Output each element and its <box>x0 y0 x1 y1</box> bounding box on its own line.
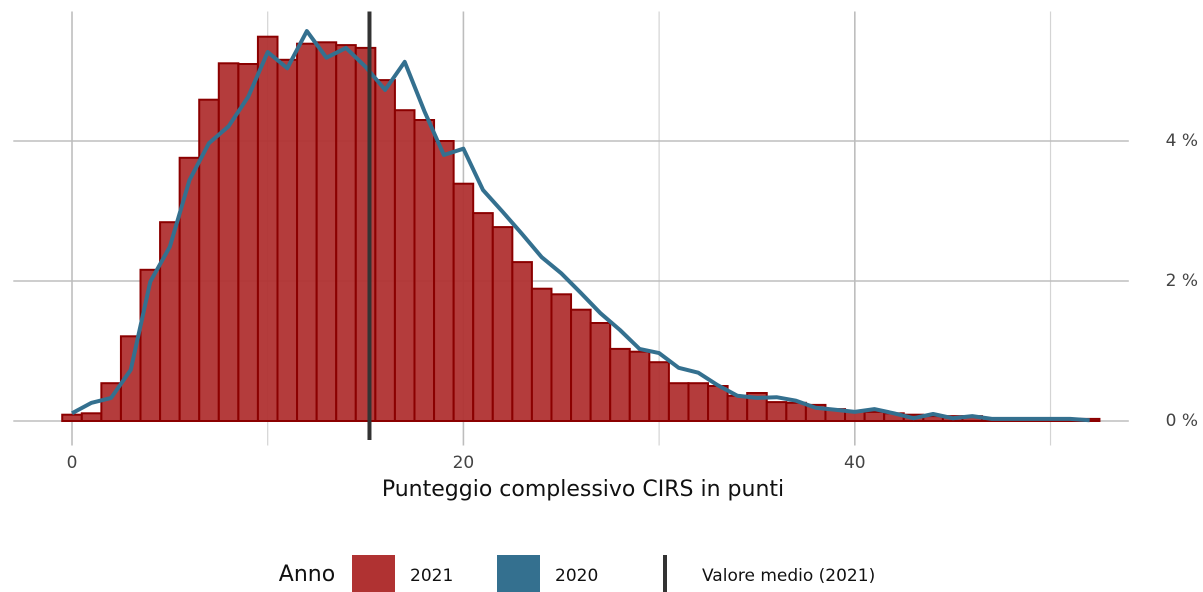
histogram-bar <box>256 35 279 422</box>
histogram-bar <box>237 63 259 422</box>
histogram-bar <box>433 140 455 422</box>
histogram-bar <box>80 412 103 422</box>
histogram-bar <box>707 385 729 422</box>
histogram-bar <box>61 413 83 423</box>
legend-label: 2020 <box>555 566 598 586</box>
histogram-bar <box>354 46 377 423</box>
legend-swatch <box>497 555 540 592</box>
histogram-bar <box>511 261 533 422</box>
histogram-bar <box>687 382 710 423</box>
histogram-bar <box>667 382 690 423</box>
histogram-bar <box>315 41 338 423</box>
legend-swatch <box>352 555 395 592</box>
histogram-bar <box>609 347 631 422</box>
histogram-bar <box>198 98 220 422</box>
histogram-bar <box>452 182 475 422</box>
histogram-bar <box>413 119 436 422</box>
histogram-bar <box>139 268 162 422</box>
histogram-bar <box>628 350 651 423</box>
histogram-bar <box>374 79 396 422</box>
x-tick-label: 20 <box>453 453 475 473</box>
histogram-bar <box>159 221 181 422</box>
y-tick-label: 4 % <box>1166 131 1198 151</box>
x-tick-label: 40 <box>844 453 866 473</box>
histogram-bar <box>393 109 416 422</box>
histogram-bar <box>276 58 299 423</box>
histogram-bar <box>726 394 749 422</box>
histogram-bar <box>472 212 494 422</box>
histogram-bar <box>785 401 807 422</box>
legend-label: Valore medio (2021) <box>702 566 875 586</box>
histogram-bar <box>530 287 553 423</box>
y-tick-label: 0 % <box>1166 411 1198 431</box>
histogram-bar <box>765 401 788 423</box>
histogram-bar <box>589 322 612 422</box>
line-series <box>71 29 1090 423</box>
x-axis-label: Punteggio complessivo CIRS in punti <box>382 477 784 502</box>
histogram-bar <box>296 42 318 422</box>
x-tick-label: 0 <box>67 453 78 473</box>
legend-label: 2021 <box>410 566 453 586</box>
legend-title: Anno <box>279 562 335 587</box>
histogram-bar <box>335 44 357 422</box>
histogram-bar <box>570 308 592 423</box>
histogram-bar <box>550 293 573 422</box>
histogram-bar <box>491 226 514 422</box>
histogram-bar <box>648 361 670 423</box>
histogram-bar <box>863 410 886 422</box>
y-tick-label: 2 % <box>1166 271 1198 291</box>
